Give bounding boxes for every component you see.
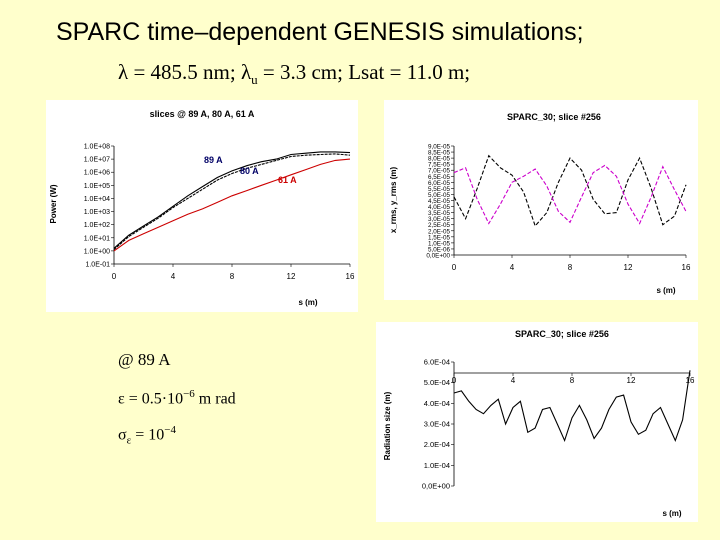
chart-title: slices @ 89 A, 80 A, 61 A <box>150 109 255 119</box>
emittance-exponent: −6 <box>183 388 195 400</box>
x-tick-label: 16 <box>682 263 691 272</box>
y-tick-label: 1,0E-05 <box>428 240 451 247</box>
emittance-note: ε = 0.5·10−6 m rad <box>118 388 236 408</box>
series-line <box>113 151 351 249</box>
wavelength-text: = 485.5 nm; <box>128 60 241 84</box>
x-axis-label: s (m) <box>656 286 675 295</box>
rms-chart: SPARC_30; slice #256 0,0E+005,0E-061,0E-0… <box>389 112 691 295</box>
x-axis-label: s (m) <box>662 509 681 518</box>
radiation-size-chart: SPARC_30; slice #256 0,0E+00 1.0E-04 2.0E-0… <box>383 329 695 518</box>
series-label: 61 A <box>278 175 297 185</box>
y-tick-label: 1.0E-04 <box>424 461 450 470</box>
y-tick-label: 1.0E+08 <box>84 144 110 151</box>
sigma-symbol: σ <box>118 426 127 444</box>
y-axis-label: x_rms, y_rms (m) <box>389 167 398 234</box>
energy-text: @ 89 A <box>118 350 171 369</box>
x-tick-label: 16 <box>346 272 355 281</box>
x-axis-label: s (m) <box>298 298 317 307</box>
slide-title: SPARC time–dependent GENESIS simulations… <box>56 18 584 46</box>
y-tick-label: 3,5E-05 <box>428 210 451 217</box>
y-tick-label: 3.0E-04 <box>424 420 450 429</box>
y-tick-label: 1.0E+07 <box>84 157 110 164</box>
y-tick-label: 3,0E-05 <box>428 216 451 223</box>
radiation-size-chart-panel: SPARC_30; slice #256 0,0E+00 1.0E-04 2.0E-0… <box>376 322 698 522</box>
series-label: 80 A <box>240 166 259 176</box>
y-tick-label: 1.0E+05 <box>84 183 110 190</box>
y-axis-label: Radiation size (m) <box>383 391 392 460</box>
x-tick-label: 8 <box>230 272 235 281</box>
emittance-suffix: m rad <box>194 390 236 408</box>
chart-title: SPARC_30; slice #256 <box>507 112 601 122</box>
series-line <box>113 153 351 251</box>
y-tick-label: 1.0E-01 <box>85 262 110 269</box>
sigma-exponent: −4 <box>164 424 176 436</box>
y-tick-label: 4,5E-05 <box>428 198 451 205</box>
y-tick-label: 8,0E-05 <box>428 156 451 163</box>
x-tick-label: 8 <box>568 263 573 272</box>
series-label: 89 A <box>204 155 223 165</box>
y-tick-label: 6,0E-05 <box>428 180 451 187</box>
y-tick-label: 5,5E-05 <box>428 186 451 193</box>
y-tick-label: 8,5E-05 <box>428 150 451 157</box>
energy-note: @ 89 A <box>118 350 171 370</box>
x-tick-label: 12 <box>287 272 296 281</box>
power-chart: slices @ 89 A, 80 A, 61 A 1.0E-01 1.0E+00 1… <box>49 109 355 307</box>
y-tick-label: 1.0E+03 <box>84 209 110 216</box>
series-line <box>453 154 687 227</box>
x-tick-label: 4 <box>510 263 515 272</box>
y-tick-label: 4.0E-04 <box>424 399 450 408</box>
x-tick-label: 4 <box>171 272 176 281</box>
y-tick-label: 1.0E+02 <box>84 222 110 229</box>
x-tick-label: 4 <box>511 376 516 385</box>
series-line <box>453 164 687 225</box>
series-line <box>453 370 691 443</box>
y-axis-label: Power (W) <box>49 184 58 223</box>
y-tick-label: 9,0E-05 <box>428 144 451 151</box>
y-tick-label: 7,0E-05 <box>428 168 451 175</box>
y-tick-label: 5,0E-06 <box>428 246 451 253</box>
undulator-text: = 3.3 cm; Lsat = 11.0 m; <box>257 60 471 84</box>
x-tick-label: 0 <box>452 376 457 385</box>
x-tick-label: 0 <box>452 263 457 272</box>
y-tick-label: 1.0E+01 <box>84 235 110 242</box>
lambdau-subscript: u <box>251 72 258 88</box>
x-tick-label: 8 <box>570 376 575 385</box>
x-tick-label: 16 <box>686 376 695 385</box>
lambda-symbol: λ <box>118 60 129 84</box>
y-tick-label: 1.0E+00 <box>84 248 110 255</box>
x-tick-label: 12 <box>627 376 636 385</box>
y-tick-label: 6,5E-05 <box>428 174 451 181</box>
energy-spread-note: σε = 10−4 <box>118 424 176 447</box>
y-tick-label: 0,0E+00 <box>422 482 450 491</box>
y-tick-label: 1,5E-05 <box>428 234 451 241</box>
power-chart-panel: slices @ 89 A, 80 A, 61 A 1.0E-01 1.0E+00 1… <box>46 100 358 312</box>
x-tick-label: 0 <box>112 272 117 281</box>
y-tick-label: 6.0E-04 <box>424 358 450 367</box>
chart-title: SPARC_30; slice #256 <box>515 329 609 339</box>
x-tick-label: 12 <box>624 263 633 272</box>
rms-chart-panel: SPARC_30; slice #256 0,0E+00 5,0E-06 1,0E-0… <box>384 100 698 300</box>
sigma-subscript: ε <box>126 434 132 447</box>
series-line <box>113 158 351 252</box>
y-tick-label: 2,0E-05 <box>428 228 451 235</box>
y-tick-label: 0,0E+00 <box>426 253 450 260</box>
y-tick-label: 2,5E-05 <box>428 222 451 229</box>
y-tick-label: 4,0E-05 <box>428 204 451 211</box>
y-tick-label: 1.0E+04 <box>84 196 110 203</box>
y-tick-label: 5.0E-04 <box>424 378 450 387</box>
emittance-prefix: ε = 0.5·10 <box>118 390 184 408</box>
y-tick-label: 5,0E-05 <box>428 192 451 199</box>
sigma-mid: = 10 <box>131 426 165 444</box>
simulation-parameters: λ = 485.5 nm; λu = 3.3 cm; Lsat = 11.0 m… <box>118 60 470 88</box>
y-tick-label: 1.0E+06 <box>84 170 110 177</box>
lambdau-symbol: λ <box>240 60 252 84</box>
y-tick-label: 2.0E-04 <box>424 440 450 449</box>
y-tick-label: 7,5E-05 <box>428 162 451 169</box>
